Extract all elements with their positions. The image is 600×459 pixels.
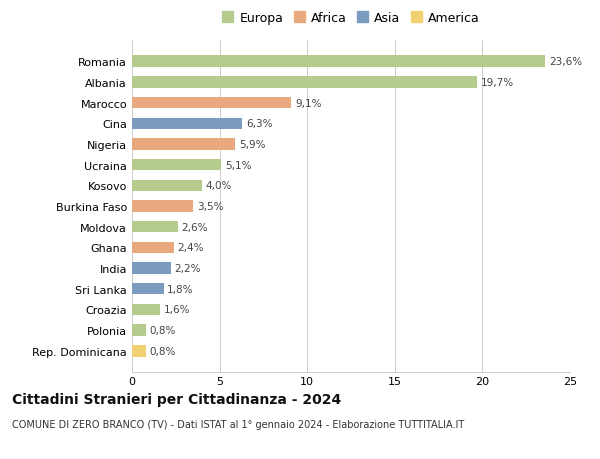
Legend: Europa, Africa, Asia, America: Europa, Africa, Asia, America (218, 8, 484, 28)
Bar (132, 77, 477, 88)
Text: 2,2%: 2,2% (174, 263, 200, 274)
Bar (132, 263, 170, 274)
Text: 3,5%: 3,5% (197, 202, 223, 212)
Bar (132, 160, 221, 171)
Text: 1,8%: 1,8% (167, 284, 194, 294)
Bar (132, 304, 160, 315)
Text: COMUNE DI ZERO BRANCO (TV) - Dati ISTAT al 1° gennaio 2024 - Elaborazione TUTTIT: COMUNE DI ZERO BRANCO (TV) - Dati ISTAT … (12, 419, 464, 429)
Text: 5,9%: 5,9% (239, 140, 265, 150)
Text: Cittadini Stranieri per Cittadinanza - 2024: Cittadini Stranieri per Cittadinanza - 2… (12, 392, 341, 406)
Bar (132, 346, 146, 357)
Bar (132, 222, 178, 233)
Text: 1,6%: 1,6% (164, 305, 190, 315)
Bar (132, 56, 545, 67)
Text: 0,8%: 0,8% (149, 325, 176, 336)
Text: 0,8%: 0,8% (149, 346, 176, 356)
Bar (132, 284, 164, 295)
Bar (132, 118, 242, 129)
Text: 2,6%: 2,6% (181, 222, 208, 232)
Text: 4,0%: 4,0% (206, 181, 232, 191)
Text: 5,1%: 5,1% (225, 160, 251, 170)
Text: 2,4%: 2,4% (178, 243, 204, 253)
Text: 19,7%: 19,7% (481, 78, 514, 88)
Text: 23,6%: 23,6% (549, 57, 582, 67)
Bar (132, 201, 193, 212)
Text: 9,1%: 9,1% (295, 98, 322, 108)
Bar (132, 98, 292, 109)
Bar (132, 325, 146, 336)
Bar (132, 180, 202, 191)
Bar (132, 242, 174, 253)
Text: 6,3%: 6,3% (246, 119, 272, 129)
Bar (132, 139, 235, 150)
